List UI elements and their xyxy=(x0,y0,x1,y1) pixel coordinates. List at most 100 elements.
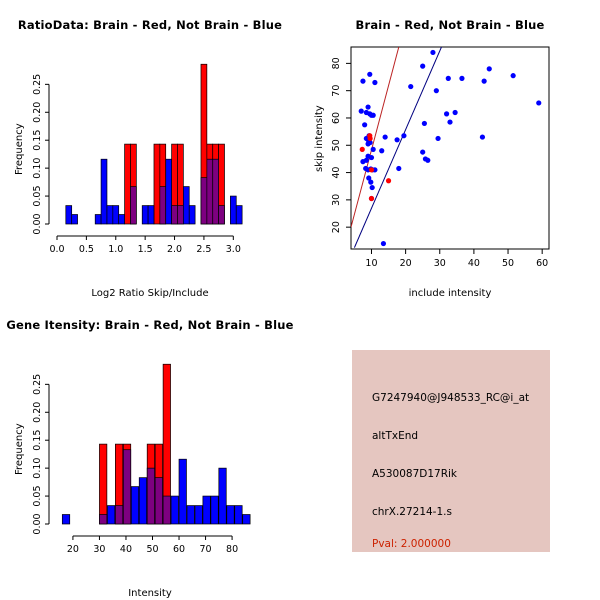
y-tick-label: 0.05 xyxy=(32,485,43,506)
scatter-point xyxy=(510,73,516,79)
histogram-bar xyxy=(200,177,208,225)
histogram-bar xyxy=(99,443,108,525)
x-tick-label: 20 xyxy=(67,544,79,555)
x-tick-label: 60 xyxy=(536,258,548,269)
x-tick-label: 1.0 xyxy=(108,244,123,255)
histogram-bar xyxy=(107,505,116,525)
scatter-point xyxy=(366,175,372,181)
histogram-bar xyxy=(165,158,172,225)
x-tick-label: 50 xyxy=(146,544,158,555)
gene-histogram-ylabel: Frequency xyxy=(14,423,25,475)
histogram-bar xyxy=(130,486,140,525)
gene-histogram-title: Gene Itensity: Brain - Red, Not Brain - … xyxy=(6,318,294,332)
histogram-bar xyxy=(194,505,203,525)
histogram-bar xyxy=(186,505,195,525)
x-tick-label: 70 xyxy=(200,544,212,555)
histogram-bar xyxy=(171,205,178,225)
histogram-bar xyxy=(159,186,167,225)
scatter-plot-panel: Brain - Red, Not Brain - Blue 20 30 40 50 60… xyxy=(300,0,600,300)
scatter-point xyxy=(481,78,487,84)
y-tick-label: 0.15 xyxy=(32,130,43,151)
histogram-bar xyxy=(147,205,155,225)
histogram-bar xyxy=(112,205,120,225)
scatter-point xyxy=(385,178,392,184)
scatter-point xyxy=(401,133,407,139)
histogram-bar xyxy=(218,467,227,525)
ratio-histogram-title: RatioData: Brain - Red, Not Brain - Blue xyxy=(17,18,283,32)
scatter-content xyxy=(351,47,542,248)
histogram-bar xyxy=(71,214,78,225)
histogram-bar xyxy=(178,458,187,525)
info-locus: chrX.27214-1.s xyxy=(372,506,452,518)
x-tick-label: 40 xyxy=(120,544,132,555)
scatter-point xyxy=(536,100,542,106)
histogram-bar xyxy=(218,205,225,225)
histogram-bar xyxy=(115,505,124,525)
ratio-histogram-xlabel: Log2 Ratio Skip/Include xyxy=(91,288,209,299)
scatter-point xyxy=(380,240,387,247)
x-tick-label: 3.0 xyxy=(226,244,241,255)
x-tick-label: 0.0 xyxy=(49,244,64,255)
info-probe-id: G7247940@J948533_RC@i_at xyxy=(372,392,530,404)
histogram-bar xyxy=(177,205,184,225)
scatter-point xyxy=(443,111,450,117)
x-tick-label: 80 xyxy=(226,544,238,555)
scatter-point xyxy=(370,146,376,152)
blue-regression-line xyxy=(353,47,442,248)
scatter-point xyxy=(452,109,458,116)
scatter-point xyxy=(358,108,364,114)
x-tick-label: 20 xyxy=(400,258,412,269)
y-tick-label: 60 xyxy=(331,112,342,124)
red-regression-line xyxy=(351,47,400,228)
histogram-bar xyxy=(65,205,73,225)
histogram-bar xyxy=(94,214,102,225)
scatter-point xyxy=(365,141,371,147)
gene-histogram-plot: 0.00 0.05 0.10 0.15 0.20 0.25 20 30 40 50 60 70 80 xyxy=(32,363,251,555)
ratio-histogram-ylabel: Frequency xyxy=(14,123,25,175)
scatter-point xyxy=(430,49,436,56)
scatter-point xyxy=(367,111,373,117)
info-event-type: altTxEnd xyxy=(372,430,419,442)
x-tick-label: 40 xyxy=(468,258,480,269)
histogram-bar xyxy=(124,143,131,225)
scatter-point xyxy=(368,179,374,185)
histogram-bar xyxy=(170,495,179,525)
histogram-bar xyxy=(154,477,163,525)
scatter-point xyxy=(479,134,486,140)
ratio-histogram-panel: RatioData: Brain - Red, Not Brain - Blue… xyxy=(0,0,300,300)
scatter-point xyxy=(368,167,375,173)
histogram-bar xyxy=(202,495,211,525)
plot-axes: 0.00 0.05 0.10 0.15 0.20 0.25 20 30 40 50 60 70 80 xyxy=(32,374,238,555)
scatter-point xyxy=(435,135,441,142)
histogram-bar xyxy=(206,158,214,225)
info-gene-symbol: A530087D17Rik xyxy=(372,468,458,480)
scatter-point xyxy=(447,119,453,125)
x-tick-label: 50 xyxy=(502,258,514,269)
gene-info-panel: G7247940@J948533_RC@i_at altTxEnd A53008… xyxy=(352,350,550,552)
y-tick-label: 50 xyxy=(331,139,342,151)
gene-histogram-xlabel: Intensity xyxy=(128,588,172,599)
histogram-bar xyxy=(61,514,71,525)
scatter-point xyxy=(362,122,368,128)
gene-histogram-panel: Gene Itensity: Brain - Red, Not Brain - … xyxy=(0,300,300,600)
x-tick-label: 2.5 xyxy=(196,244,211,255)
histogram-bars xyxy=(61,363,251,525)
x-tick-label: 2.0 xyxy=(167,244,182,255)
histogram-bar xyxy=(188,205,196,225)
info-pval: Pval: 2.000000 xyxy=(372,538,451,550)
scatter-point xyxy=(382,134,388,140)
y-tick-label: 30 xyxy=(331,194,342,206)
scatter-point xyxy=(359,146,365,152)
histogram-bar xyxy=(234,505,243,525)
histogram-bar xyxy=(162,495,171,525)
histogram-bar xyxy=(141,205,149,225)
scatter-point xyxy=(368,195,375,202)
scatter-point xyxy=(368,154,375,161)
histogram-bar xyxy=(118,214,125,225)
plot-axes: 0.00 0.05 0.10 0.15 0.20 0.25 0.0 0.5 1.0 1.5 2.0 2… xyxy=(32,74,241,255)
histogram-bar xyxy=(146,467,155,525)
plot-box xyxy=(350,46,550,250)
histogram-bars xyxy=(65,63,243,225)
histogram-bar xyxy=(100,158,108,225)
histogram-bar xyxy=(138,477,148,525)
